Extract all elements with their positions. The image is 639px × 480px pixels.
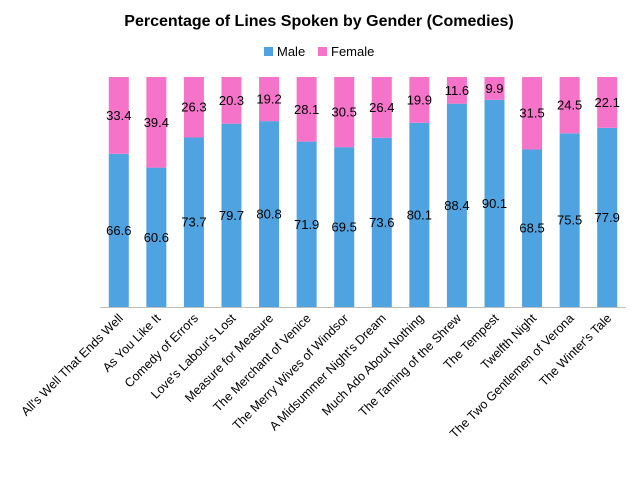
data-label-male: 73.6 (369, 215, 394, 230)
data-label-female: 19.9 (407, 92, 432, 107)
bars (108, 77, 618, 308)
bar-male (597, 127, 618, 307)
data-label-female: 11.6 (445, 83, 469, 98)
bar-male (446, 103, 467, 308)
data-label-male: 73.7 (181, 215, 206, 230)
data-label-male: 77.9 (595, 210, 620, 225)
data-label-male: 69.5 (332, 220, 357, 235)
bar-male (296, 141, 317, 307)
data-label-female: 9.9 (485, 81, 503, 96)
bar-female (371, 77, 392, 138)
legend-item-female: Female (318, 44, 374, 59)
bar-female (183, 77, 204, 138)
data-label-female: 26.4 (369, 100, 394, 115)
data-label-male: 68.5 (519, 221, 544, 236)
bar-female (597, 77, 618, 128)
data-label-male: 60.6 (144, 230, 169, 245)
bar-female (146, 77, 167, 168)
data-label-female: 31.5 (519, 106, 544, 121)
data-label-male: 66.6 (106, 223, 131, 238)
data-labels: 66.6 33.4 60.6 39.4 73.7 26.3 79.7 20.3 80.8 19.2… (106, 81, 620, 245)
bar-female (409, 77, 430, 123)
legend-label-female: Female (331, 44, 374, 59)
bar-female (522, 77, 543, 150)
bar-female (559, 77, 580, 134)
data-label-male: 80.1 (407, 207, 432, 222)
bar-male (183, 137, 204, 307)
bar-male (108, 153, 129, 307)
bar-male (522, 149, 543, 307)
data-label-male: 75.5 (557, 213, 582, 228)
bar-male (484, 99, 505, 308)
bar-female (334, 77, 355, 148)
data-label-female: 22.1 (595, 95, 620, 110)
x-tick-label: The Winter's Tale (537, 311, 615, 389)
bar-female (108, 77, 129, 154)
data-label-female: 19.2 (256, 92, 281, 107)
bar-male (259, 121, 280, 307)
data-label-female: 26.3 (181, 100, 206, 115)
data-label-male: 79.7 (219, 208, 244, 223)
legend-label-male: Male (277, 44, 305, 59)
bar-female (484, 77, 505, 100)
legend-swatch-female (318, 47, 327, 56)
data-label-female: 24.5 (557, 98, 582, 113)
chart-title: Percentage of Lines Spoken by Gender (Co… (124, 13, 513, 30)
data-label-male: 71.9 (294, 217, 319, 232)
legend-swatch-male (264, 47, 273, 56)
data-label-female: 30.5 (332, 105, 357, 120)
data-label-female: 33.4 (106, 108, 131, 123)
bar-male (559, 133, 580, 307)
legend-item-male: Male (264, 44, 305, 59)
legend: Male Female (264, 44, 374, 59)
bar-male (221, 123, 242, 307)
bar-female (259, 77, 280, 122)
bar-female (221, 77, 242, 124)
data-label-female: 28.1 (294, 102, 319, 117)
bar-male (146, 167, 167, 307)
data-label-male: 88.4 (444, 198, 469, 213)
bar-male (409, 122, 430, 308)
data-label-male: 90.1 (482, 196, 507, 211)
data-label-female: 39.4 (144, 115, 169, 130)
bar-male (334, 147, 355, 307)
bar-male (371, 137, 392, 307)
bar-female (446, 77, 467, 104)
data-label-female: 20.3 (219, 93, 244, 108)
bar-female (296, 77, 317, 142)
data-label-male: 80.8 (256, 207, 281, 222)
